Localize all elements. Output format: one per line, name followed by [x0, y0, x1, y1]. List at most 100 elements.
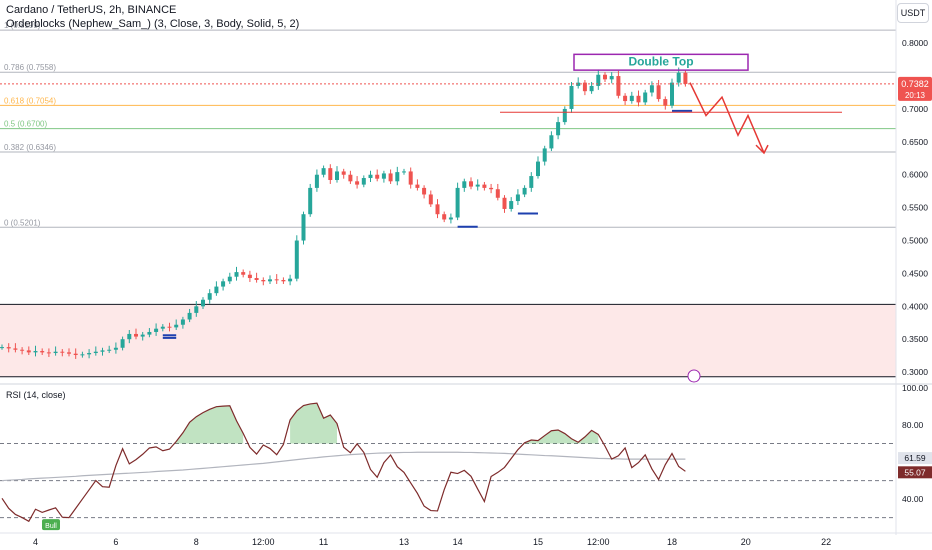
time-tick-label: 6 — [113, 537, 118, 547]
bull-signal-tag — [42, 519, 60, 531]
fib-level-label: 0 (0.5201) — [4, 218, 41, 227]
rsi-overbought-fill — [524, 430, 599, 444]
price-tick-label: 0.5500 — [902, 203, 928, 213]
candle-body — [301, 214, 306, 241]
price-tick-label: 0.4000 — [902, 301, 928, 311]
indicator-legend[interactable]: Orderblocks (Nephew_Sam_) (3, Close, 3, … — [6, 18, 300, 30]
candle-body — [120, 339, 125, 348]
candle-body — [576, 82, 581, 86]
candle-body — [455, 187, 460, 218]
candle-body — [381, 173, 386, 179]
candle-body — [207, 293, 212, 300]
time-tick-label: 11 — [319, 537, 328, 547]
time-tick-label: 15 — [533, 537, 543, 547]
time-tick-label: 18 — [667, 537, 677, 547]
candle-body — [147, 331, 152, 335]
candle-body — [73, 353, 78, 355]
candle-body — [368, 174, 373, 179]
time-tick-label: 12:00 — [252, 537, 275, 547]
bull-signal-label: Bull — [45, 523, 57, 530]
candle-body — [629, 95, 634, 102]
candle-body — [308, 187, 313, 215]
rsi-tick-label: 100.00 — [902, 383, 928, 393]
candle-body — [582, 82, 587, 92]
candle-body — [328, 168, 333, 180]
time-tick-label: 14 — [453, 537, 463, 547]
candle-body — [670, 82, 674, 106]
candle-body — [469, 181, 473, 187]
chart-title: Cardano / TetherUS, 2h, BINANCE — [6, 4, 177, 16]
candle-body — [201, 299, 205, 307]
candle-body — [281, 280, 286, 282]
candle-body — [187, 312, 192, 320]
currency-button[interactable]: USDT — [897, 3, 929, 23]
candle-body — [268, 279, 272, 282]
candle-body — [46, 352, 51, 354]
rsi-ma-tag — [898, 452, 932, 465]
time-tick-label: 12:00 — [587, 537, 610, 547]
candle-body — [683, 72, 688, 84]
candle-body — [100, 350, 105, 352]
rsi-title-bg — [0, 388, 60, 402]
price-tick-label: 0.3000 — [902, 367, 928, 377]
candle-body — [93, 351, 98, 354]
candle-body — [549, 135, 554, 149]
candle-body — [663, 99, 668, 106]
candle-body — [515, 194, 520, 202]
candle-body — [0, 347, 4, 349]
candle-body — [341, 171, 346, 175]
fib-level-label: 0.786 (0.7558) — [4, 63, 56, 72]
supply-zone — [0, 304, 896, 377]
candle-body — [422, 187, 427, 195]
price-tick-label: 0.6500 — [902, 137, 928, 147]
time-tick-label: 8 — [194, 537, 199, 547]
candle-body — [53, 351, 58, 354]
rsi-value: 55.07 — [904, 467, 926, 477]
candle-body — [13, 348, 18, 350]
candle-body — [134, 333, 138, 337]
rsi-tick-label: 40.00 — [902, 494, 924, 504]
candle-body — [569, 85, 574, 109]
current-price-tag — [898, 76, 932, 101]
rsi-value-tag — [898, 466, 932, 479]
candle-body — [335, 171, 339, 180]
candle-body — [361, 178, 366, 185]
candle-body — [408, 171, 413, 185]
candle-body — [402, 171, 406, 173]
candle-body — [636, 95, 641, 103]
lightning-icon — [687, 369, 701, 383]
candle-body — [482, 184, 487, 188]
price-tick-label: 0.5000 — [902, 236, 928, 246]
candle-body — [623, 95, 628, 102]
double-top-label: Double Top — [628, 55, 693, 69]
candle-body — [643, 92, 648, 103]
candle-body — [489, 187, 494, 190]
rsi-ma-line — [1, 451, 686, 482]
current-price-label: 0.7382 — [901, 79, 929, 89]
rsi-title: RSI (14, close) — [6, 390, 66, 400]
candle-body — [428, 194, 433, 205]
candle-body — [274, 279, 279, 281]
candle-body — [529, 176, 534, 188]
candle-body — [107, 349, 112, 351]
candle-body — [227, 276, 232, 282]
candle-body — [395, 172, 400, 182]
candle-body — [321, 168, 326, 175]
candle-body — [214, 286, 219, 294]
projection-path — [689, 82, 765, 154]
candle-body — [314, 174, 319, 188]
candle-body — [509, 201, 514, 209]
candle-body — [254, 278, 259, 280]
candle-body — [502, 197, 507, 209]
candle-body — [167, 326, 172, 328]
price-tick-label: 0.8000 — [902, 38, 928, 48]
candle-body — [60, 351, 65, 353]
price-tick-label: 0.7000 — [902, 104, 928, 114]
candle-body — [87, 353, 92, 355]
price-tick-label: 0.6000 — [902, 170, 928, 180]
candle-body — [542, 148, 547, 162]
fib-level-label: 0.5 (0.6700) — [4, 120, 47, 129]
candle-body — [288, 278, 293, 282]
candle-body — [221, 281, 226, 287]
